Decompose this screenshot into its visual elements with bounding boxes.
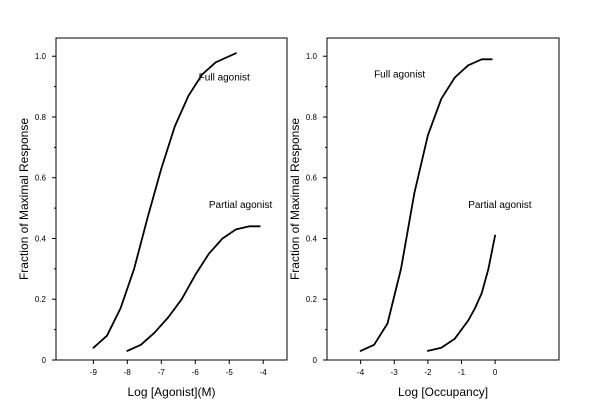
partial-agonist-curve (426, 234, 497, 352)
y-tick-label: 0.2 (306, 295, 318, 304)
y-tick-label: 0.8 (35, 113, 47, 122)
curve-annotation: Full agonist (374, 69, 425, 80)
x-tick-label: -2 (424, 368, 432, 377)
y-tick-label: 0 (42, 356, 47, 365)
y-tick-label: 0.4 (35, 234, 47, 243)
y-tick-label: 0.8 (306, 113, 318, 122)
plot-frame (326, 37, 560, 361)
right-chart-panel: 0 0.2 0.4 0.6 0.8 1.0 -4 -3 -2 -1 0 Log [Occupancy]… (288, 37, 560, 399)
x-tick-label: -1 (458, 368, 466, 377)
x-axis-label: Log [Occupancy] (398, 385, 488, 399)
left-chart-panel: 0 0.2 0.4 0.6 0.8 1.0 -9 -8 -7 -6 -5 -4 Log [Agonist… (17, 37, 288, 399)
curve-annotation: Partial agonist (468, 200, 532, 211)
y-tick-label: 0.6 (306, 174, 318, 183)
y-tick-label: 0.6 (35, 174, 47, 183)
x-tick-label: -3 (391, 368, 399, 377)
curve-annotation: Full agonist (199, 73, 250, 84)
y-tick-label: 0.4 (306, 234, 318, 243)
x-tick-label: -4 (260, 368, 268, 377)
y-axis-label: Fraction of Maximal Response (17, 118, 31, 280)
y-tick-label: 0 (313, 356, 318, 365)
y-tick-label: 1.0 (35, 52, 47, 61)
x-tick-label: -5 (226, 368, 234, 377)
partial-agonist-curve (126, 225, 261, 352)
x-tick-label: -4 (357, 368, 365, 377)
x-tick-label: -8 (124, 368, 132, 377)
y-axis-label: Fraction of Maximal Response (288, 118, 302, 280)
x-axis-label: Log [Agonist](M) (127, 385, 215, 399)
x-tick-label: -9 (90, 368, 98, 377)
y-tick-label: 1.0 (306, 52, 318, 61)
plot-frame (55, 37, 288, 361)
y-tick-label: 0.2 (35, 295, 47, 304)
x-tick-label: -6 (192, 368, 200, 377)
x-tick-label: 0 (493, 368, 498, 377)
x-tick-label: -7 (158, 368, 166, 377)
full-agonist-curve (92, 52, 237, 349)
full-agonist-curve (359, 58, 493, 352)
curve-annotation: Partial agonist (209, 200, 273, 211)
